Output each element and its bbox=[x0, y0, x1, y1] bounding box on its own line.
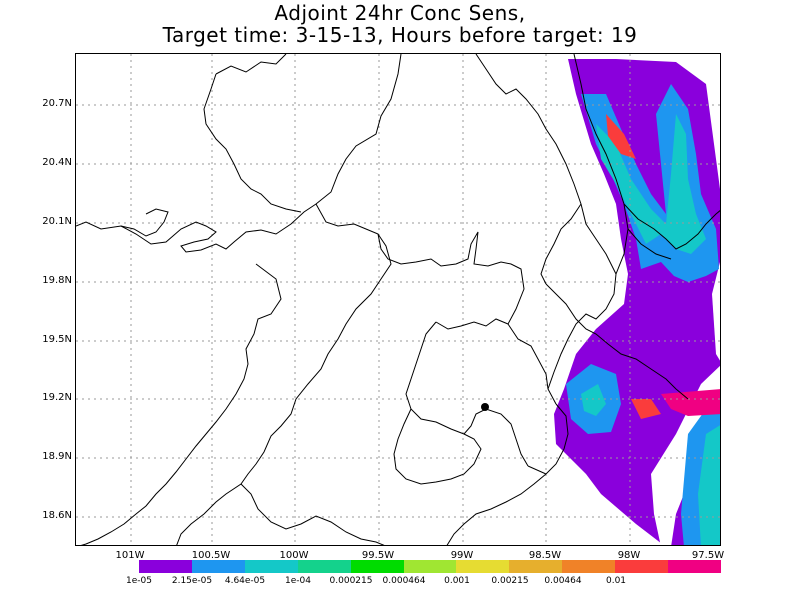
colorbar-label: 0.000464 bbox=[382, 576, 426, 586]
sensitivity-contour-level-10 bbox=[631, 399, 661, 419]
colorbar-label: 0.01 bbox=[605, 576, 627, 586]
sensitivity-contour-level-3 bbox=[581, 384, 606, 416]
y-tick-label: 18.9N bbox=[42, 451, 72, 462]
sensitivity-contour-level-10 bbox=[606, 114, 636, 159]
y-tick-label: 20.1N bbox=[42, 216, 72, 227]
lat-lon-grid bbox=[76, 54, 720, 545]
state-boundaries bbox=[76, 54, 720, 545]
colorbar-label: 4.64e-05 bbox=[224, 576, 266, 586]
colorbar-swatch bbox=[403, 560, 457, 573]
colorbar-swatch bbox=[244, 560, 298, 573]
sensitivity-contour-level-11 bbox=[661, 389, 720, 416]
colorbar-swatch bbox=[615, 560, 669, 573]
x-tick-label: 100.5W bbox=[191, 550, 231, 561]
colorbar-label: 0.001 bbox=[444, 576, 470, 586]
sensitivity-gap bbox=[712, 262, 720, 361]
colorbar-swatch bbox=[350, 560, 404, 573]
colorbar-swatch bbox=[668, 560, 721, 573]
x-tick-label: 98W bbox=[617, 550, 641, 561]
x-tick-label: 98.5W bbox=[528, 550, 562, 561]
map-plot-area[interactable] bbox=[75, 53, 721, 546]
x-tick-label: 97.5W bbox=[691, 550, 725, 561]
y-tick-label: 19.5N bbox=[42, 334, 72, 345]
x-tick-label: 99W bbox=[450, 550, 474, 561]
x-tick-label: 101W bbox=[115, 550, 145, 561]
sensitivity-contour-level-3 bbox=[698, 425, 720, 545]
colorbar-label: 0.00464 bbox=[544, 576, 582, 586]
colorbar-swatch bbox=[139, 560, 192, 573]
x-tick-label: 99.5W bbox=[361, 550, 395, 561]
x-tick-label: 100W bbox=[279, 550, 309, 561]
colorbar-label: 2.15e-05 bbox=[171, 576, 213, 586]
y-tick-label: 19.8N bbox=[42, 275, 72, 286]
colorbar-label: 0.00215 bbox=[491, 576, 529, 586]
colorbar bbox=[139, 560, 721, 573]
colorbar-swatch bbox=[456, 560, 510, 573]
sensitivity-field bbox=[554, 59, 720, 545]
y-tick-label: 20.7N bbox=[42, 98, 72, 109]
colorbar-swatch bbox=[509, 560, 563, 573]
y-tick-label: 18.6N bbox=[42, 510, 72, 521]
colorbar-swatch bbox=[562, 560, 616, 573]
colorbar-swatch bbox=[191, 560, 245, 573]
map-title-line2: Target time: 3-15-13, Hours before targe… bbox=[162, 23, 638, 47]
map-canvas bbox=[76, 54, 720, 545]
sensitivity-contour-level-3 bbox=[596, 114, 706, 254]
map-title-line1: Adjoint 24hr Conc Sens, bbox=[274, 1, 526, 25]
colorbar-swatch bbox=[297, 560, 351, 573]
colorbar-label: 1e-05 bbox=[126, 576, 152, 586]
target-location-marker[interactable] bbox=[481, 403, 489, 411]
y-tick-label: 20.4N bbox=[42, 157, 72, 168]
colorbar-label: 0.000215 bbox=[329, 576, 373, 586]
y-tick-label: 19.2N bbox=[42, 392, 72, 403]
colorbar-label: 1e-04 bbox=[285, 576, 311, 586]
